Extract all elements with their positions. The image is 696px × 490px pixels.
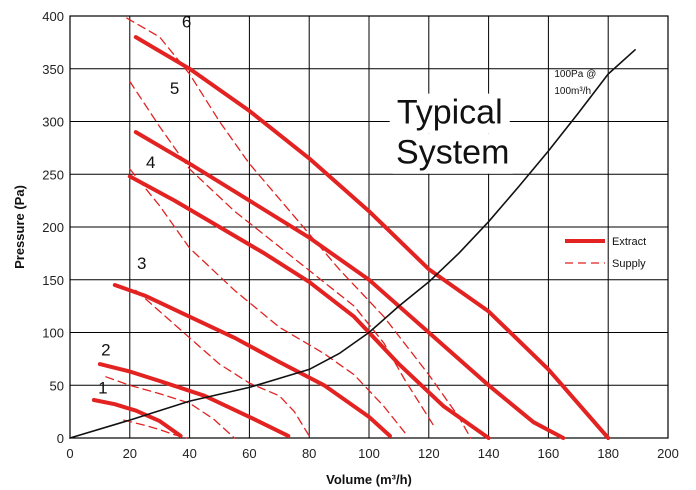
- curve-number-3: 3: [137, 254, 146, 273]
- x-tick-label: 60: [242, 446, 256, 461]
- curve-number-6: 6: [182, 13, 191, 32]
- supply-curve-5: [129, 80, 436, 429]
- system-curve: [69, 48, 636, 439]
- y-tick-label: 150: [42, 273, 64, 288]
- y-tick-label: 200: [42, 220, 64, 235]
- y-axis-ticks: 0 50 100 150 200 250 300 350 400: [42, 9, 64, 446]
- x-tick-label: 160: [538, 446, 560, 461]
- plot-frame: [69, 15, 669, 439]
- curve-number-5: 5: [170, 79, 179, 98]
- system-title-text: System: [396, 134, 509, 172]
- system-note-text: 100Pa @: [554, 69, 596, 80]
- supply-curve-3: [135, 289, 310, 437]
- curve-number-2: 2: [101, 341, 110, 360]
- x-tick-label: 20: [123, 446, 137, 461]
- annotation-backdrop: [392, 133, 513, 174]
- y-tick-label: 100: [42, 326, 64, 341]
- supply-curve-6: [126, 17, 472, 439]
- x-axis-title: Volume (m³/h): [326, 472, 412, 487]
- y-tick-label: 300: [42, 115, 64, 130]
- y-tick-label: 250: [42, 167, 64, 182]
- x-tick-label: 40: [182, 446, 196, 461]
- x-tick-label: 200: [657, 446, 679, 461]
- curves: [69, 17, 636, 440]
- extract-curve-3: [112, 283, 392, 438]
- supply-curve-1: [123, 419, 188, 439]
- legend-extract-label: Extract: [612, 236, 646, 248]
- extract-curve-1: [91, 398, 183, 438]
- x-tick-label: 80: [302, 446, 316, 461]
- extract-curve-2: [97, 362, 291, 438]
- y-tick-label: 50: [50, 378, 64, 393]
- curve-number-1: 1: [98, 379, 107, 398]
- curve-number-4: 4: [146, 153, 155, 172]
- x-tick-label: 140: [478, 446, 500, 461]
- y-tick-label: 350: [42, 62, 64, 77]
- annotation-backdrop: [389, 93, 510, 134]
- x-tick-label: 100: [358, 446, 380, 461]
- x-tick-label: 120: [418, 446, 440, 461]
- legend-supply-label: Supply: [612, 258, 646, 270]
- x-axis-ticks: 0 20 40 60 80 100 120 140 160 180 200: [66, 446, 678, 461]
- system-title-text: Typical: [397, 94, 503, 132]
- y-tick-label: 0: [57, 431, 64, 446]
- x-tick-label: 180: [597, 446, 619, 461]
- extract-curve-4: [127, 174, 491, 440]
- legend: Extract Supply: [565, 236, 646, 270]
- supply-curve-4: [129, 168, 406, 434]
- supply-curve-2: [105, 376, 236, 439]
- system-note-text: 100m³/h: [554, 86, 591, 97]
- extract-curve-6: [133, 35, 611, 440]
- x-tick-label: 0: [66, 446, 73, 461]
- curve-number-labels: 1 2 3 4 5 6: [98, 13, 191, 398]
- y-axis-title: Pressure (Pa): [12, 185, 27, 269]
- extract-curve-5: [133, 130, 566, 440]
- y-tick-label: 400: [42, 9, 64, 24]
